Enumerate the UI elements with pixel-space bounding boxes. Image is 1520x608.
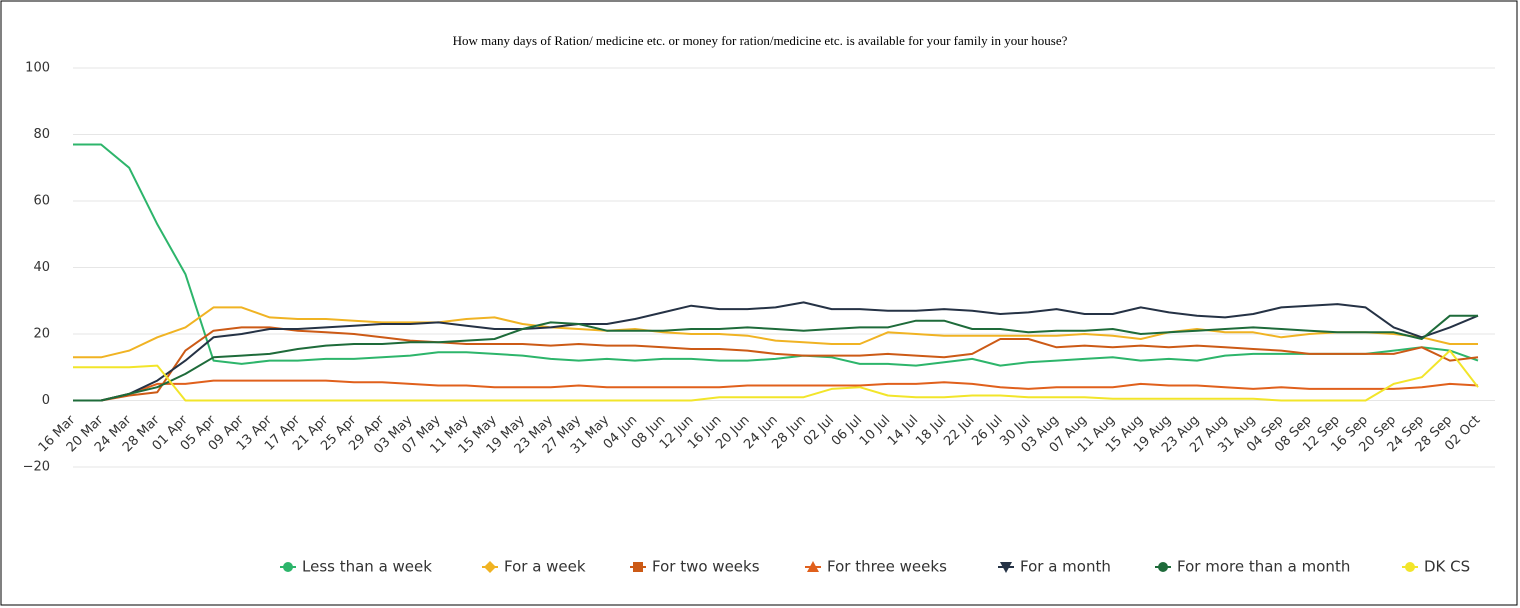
y-tick-label: 0 <box>42 393 50 408</box>
series-line <box>73 143 1479 367</box>
legend-item: Less than a week <box>280 558 432 576</box>
series-line <box>73 379 1479 402</box>
legend-marker <box>1405 562 1415 572</box>
y-tick-label: 80 <box>33 127 50 142</box>
legend-marker <box>1000 562 1012 573</box>
y-tick-label: 20 <box>33 327 50 342</box>
legend-label: For a week <box>504 558 586 576</box>
legend-label: Less than a week <box>302 558 432 576</box>
legend-marker <box>484 561 496 573</box>
chart-title: How many days of Ration/ medicine etc. o… <box>453 33 1068 48</box>
legend-marker <box>807 561 819 572</box>
legend-item: For three weeks <box>805 558 947 576</box>
y-tick-label: 40 <box>33 260 50 275</box>
legend-label: For more than a month <box>1177 558 1350 576</box>
y-tick-label: 100 <box>25 61 50 76</box>
legend-item: For a week <box>482 558 586 576</box>
series-line <box>73 349 1479 402</box>
series-line <box>73 314 1478 402</box>
legend-item: DK CS <box>1402 558 1470 576</box>
series-line <box>73 326 1479 402</box>
legend-label: For a month <box>1020 558 1111 576</box>
legend-label: For two weeks <box>652 558 760 576</box>
legend-marker <box>633 562 643 572</box>
legend-item: For a month <box>998 558 1111 576</box>
legend-marker <box>283 562 293 572</box>
legend-label: DK CS <box>1424 558 1470 576</box>
legend-item: For two weeks <box>630 558 760 576</box>
series-line <box>73 301 1479 402</box>
legend-marker <box>1158 562 1168 572</box>
series-line <box>73 306 1478 359</box>
y-tick-label: −20 <box>23 460 50 475</box>
legend-item: For more than a month <box>1155 558 1350 576</box>
legend-label: For three weeks <box>827 558 947 576</box>
y-tick-label: 60 <box>33 194 50 209</box>
